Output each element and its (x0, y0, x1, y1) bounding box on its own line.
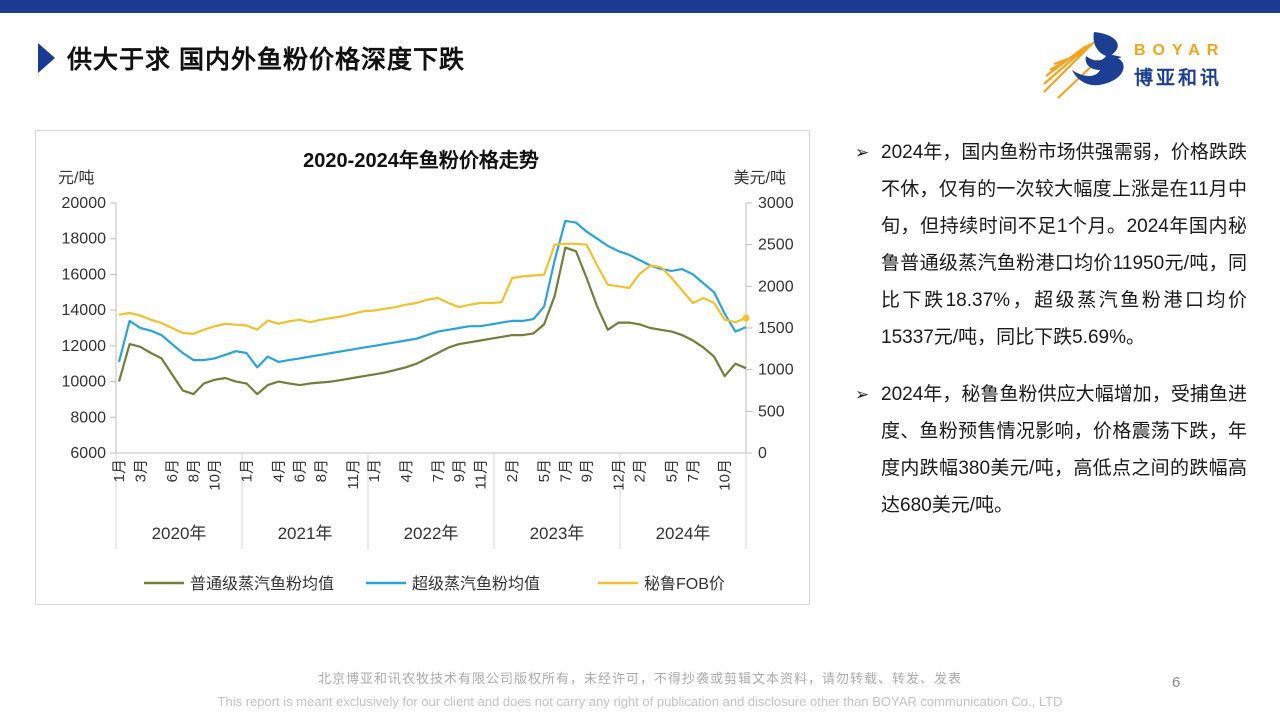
left-axis-tick: 12000 (62, 338, 107, 355)
right-axis-tick: 0 (758, 445, 767, 462)
legend-label: 秘鲁FOB价 (644, 575, 725, 593)
month-tick-label: 8月 (313, 459, 330, 482)
left-axis-unit: 元/吨 (58, 169, 94, 187)
legend-label: 普通级蒸汽鱼粉均值 (190, 575, 334, 593)
month-tick-label: 7月 (430, 459, 447, 482)
month-tick-label: 12月 (610, 459, 627, 491)
month-tick-label: 10月 (207, 459, 224, 491)
left-axis-tick: 18000 (62, 231, 107, 248)
month-tick-label: 1月 (366, 459, 383, 482)
month-tick-label: 5月 (536, 459, 553, 482)
year-label: 2021年 (278, 524, 333, 543)
right-axis-tick: 1500 (758, 320, 794, 337)
series-end-dot (742, 314, 750, 322)
month-tick-label: 10月 (717, 459, 734, 491)
right-axis-unit: 美元/吨 (734, 169, 786, 187)
left-axis-tick: 20000 (62, 195, 107, 212)
month-tick-label: 1月 (239, 459, 256, 482)
right-axis-tick: 2000 (758, 278, 794, 295)
year-label: 2020年 (152, 524, 207, 543)
top-accent-bar (0, 0, 1280, 13)
arrow-bullet-icon: ➢ (855, 385, 870, 404)
bird-icon (1043, 32, 1124, 99)
right-axis-tick: 500 (758, 403, 785, 420)
left-axis-tick: 6000 (70, 445, 106, 462)
left-axis-tick: 16000 (62, 266, 107, 283)
brand-name-cn: 博亚和讯 (1134, 68, 1223, 89)
series-line (117, 219, 747, 369)
month-tick-label: 6月 (292, 459, 309, 482)
bullet-text: 2024年，秘鲁鱼粉供应大幅增加，受捕鱼进度、鱼粉预售情况影响，价格震荡下跌，年… (881, 384, 1247, 516)
month-tick-label: 4月 (270, 459, 287, 482)
boyar-logo: BOYAR 博亚和讯 (1042, 26, 1232, 106)
chart-title: 2020-2024年鱼粉价格走势 (303, 148, 539, 172)
year-label: 2022年 (404, 524, 459, 543)
title-arrow-icon (38, 43, 55, 73)
month-tick-label: 11月 (472, 459, 489, 490)
month-tick-label: 6月 (164, 459, 181, 482)
series-line (117, 246, 747, 396)
footer-copyright-cn: 北京博亚和讯农牧技术有限公司版权所有，未经许可，不得抄袭或剪辑文本资料，请勿转载… (317, 671, 962, 686)
brand-name: BOYAR (1134, 42, 1226, 59)
footer: 北京博亚和讯农牧技术有限公司版权所有，未经许可，不得抄袭或剪辑文本资料，请勿转载… (0, 668, 1280, 709)
left-axis-tick: 14000 (62, 302, 107, 319)
month-tick-label: 8月 (185, 459, 202, 482)
chart-panel: 2020-2024年鱼粉价格走势 元/吨 美元/吨 20000 18000 16000 14… (35, 130, 810, 605)
page-title: 供大于求 国内外鱼粉价格深度下跌 (67, 46, 465, 74)
series-line (118, 242, 747, 335)
logo-text: BOYAR 博亚和讯 (1134, 42, 1225, 90)
bullet-text: 2024年，国内鱼粉市场供强需弱，价格跌跌不休，仅有的一次较大幅度上涨是在11月… (881, 142, 1247, 348)
month-tick-label: 7月 (557, 459, 574, 482)
title-row: 供大于求 国内外鱼粉价格深度下跌 (38, 40, 465, 76)
right-axis-tick: 1000 (758, 362, 794, 379)
right-axis-tick: 3000 (758, 195, 794, 212)
month-tick-label: 4月 (398, 459, 415, 482)
month-tick-label: 5月 (664, 459, 681, 482)
left-axis-tick: 10000 (62, 374, 107, 391)
month-tick-label: 11月 (345, 459, 362, 490)
bullet-list: ➢ 2024年，国内鱼粉市场供强需弱，价格跌跌不休，仅有的一次较大幅度上涨是在1… (855, 134, 1247, 544)
year-label: 2024年 (656, 524, 711, 543)
bullet-item: ➢ 2024年，国内鱼粉市场供强需弱，价格跌跌不休，仅有的一次较大幅度上涨是在1… (855, 134, 1247, 356)
right-axis-tick: 2500 (758, 237, 794, 254)
page-number: 6 (1172, 674, 1181, 691)
arrow-bullet-icon: ➢ (855, 143, 870, 162)
year-label: 2023年 (530, 524, 585, 543)
left-axis-tick: 8000 (70, 409, 106, 426)
month-tick-label: 3月 (132, 459, 149, 482)
month-tick-label: 9月 (451, 459, 468, 482)
month-tick-label: 2月 (504, 459, 521, 482)
month-tick-label: 7月 (685, 459, 702, 482)
footer-copyright-en: This report is meant exclusively for our… (217, 694, 1063, 709)
legend-label: 超级蒸汽鱼粉均值 (412, 575, 540, 593)
month-tick-label: 1月 (111, 459, 128, 482)
bullet-item: ➢ 2024年，秘鲁鱼粉供应大幅增加，受捕鱼进度、鱼粉预售情况影响，价格震荡下跌… (855, 376, 1247, 524)
month-tick-label: 2月 (632, 459, 649, 482)
month-tick-label: 9月 (579, 459, 596, 482)
